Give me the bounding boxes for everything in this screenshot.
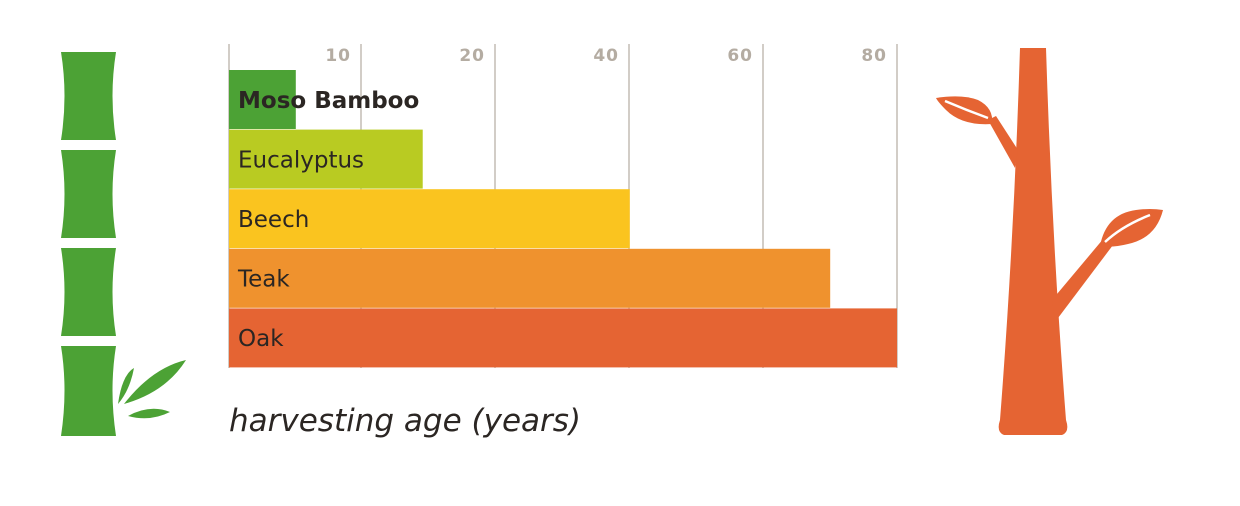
bar-label: Eucalyptus [238, 147, 364, 173]
x-tick-labels: 10 20 40 60 80 [325, 46, 887, 66]
bars [229, 70, 897, 368]
bar-chart: 10 20 40 60 80 Moso Bamboo Eucalyptus Beech Tea… [228, 44, 898, 439]
bamboo-segment [61, 248, 116, 336]
bamboo-segment [61, 346, 116, 436]
leaf [1100, 209, 1163, 247]
bar [229, 248, 831, 308]
x-tick-label: 60 [727, 46, 753, 66]
bamboo-leaf [124, 360, 186, 404]
bar [229, 308, 897, 368]
bar [229, 129, 423, 189]
x-tick-label: 40 [593, 46, 619, 66]
bar [229, 189, 630, 249]
tree-branch [1052, 238, 1113, 322]
bamboo-icon [61, 52, 186, 436]
tree-icon [936, 48, 1163, 435]
bar-label: Beech [238, 207, 309, 233]
bar-label: Oak [238, 326, 284, 352]
bamboo-leaf [118, 368, 134, 404]
bar-label: Teak [237, 267, 290, 293]
x-tick-label: 10 [325, 46, 351, 66]
bamboo-leaf [128, 408, 170, 419]
bamboo-segment [61, 150, 116, 238]
bar-labels: Moso Bamboo Eucalyptus Beech Teak Oak [237, 88, 419, 352]
bar-label: Moso Bamboo [238, 88, 419, 114]
bamboo-segment [61, 52, 116, 140]
x-tick-label: 80 [861, 46, 887, 66]
leaf [936, 96, 993, 125]
bar [229, 70, 296, 129]
x-tick-label: 20 [459, 46, 485, 66]
tree-trunk [998, 48, 1068, 435]
x-axis-title: harvesting age (years) [229, 403, 581, 439]
tree-branch [988, 116, 1018, 168]
